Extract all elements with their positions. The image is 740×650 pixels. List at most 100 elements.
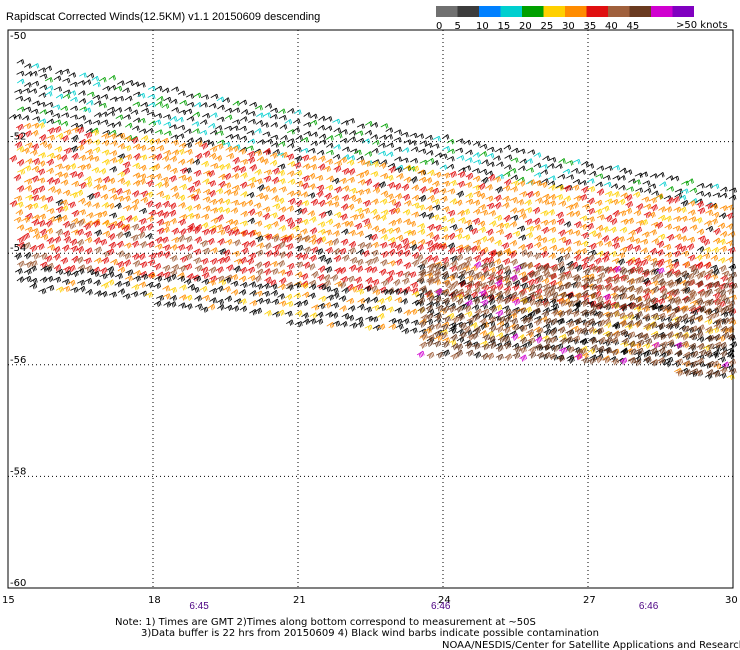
wind-barb — [704, 318, 713, 325]
wind-barb — [596, 165, 605, 171]
wind-barb — [184, 176, 193, 183]
wind-barb — [315, 318, 324, 325]
wind-barb — [53, 188, 62, 195]
wind-barb — [395, 249, 404, 257]
wind-barb — [271, 176, 280, 185]
wind-barb — [146, 174, 155, 181]
wind-barb — [519, 336, 528, 345]
wind-barb — [69, 81, 78, 88]
wind-barb — [697, 235, 706, 243]
wind-barb — [519, 158, 528, 165]
wind-barb — [495, 268, 504, 277]
wind-barb — [574, 281, 582, 289]
wind-barb — [494, 279, 503, 287]
wind-barb — [427, 194, 435, 202]
wind-barb — [163, 149, 172, 157]
wind-barb — [442, 297, 450, 305]
wind-barb — [300, 137, 309, 143]
wind-barb — [587, 197, 595, 205]
wind-barb — [200, 94, 209, 100]
wind-barb — [201, 295, 210, 302]
wind-barb — [60, 257, 69, 265]
wind-barb — [626, 217, 634, 225]
wind-barb — [570, 261, 579, 269]
wind-barb — [161, 181, 170, 188]
wind-barb — [386, 142, 394, 149]
wind-barb — [115, 220, 124, 229]
wind-barb — [53, 264, 62, 272]
wind-barb — [465, 198, 474, 205]
wind-barb — [264, 233, 273, 241]
wind-barb — [67, 201, 76, 209]
wind-barb — [419, 287, 428, 294]
wind-barb — [519, 343, 528, 350]
wind-barb — [502, 335, 510, 343]
wind-barb — [385, 174, 394, 182]
wind-barb — [255, 192, 264, 200]
wind-barb — [559, 291, 567, 299]
wind-barb — [451, 316, 460, 324]
wind-barb — [191, 121, 200, 127]
wind-barb — [402, 243, 410, 251]
wind-barb — [728, 294, 737, 301]
wind-barb — [604, 198, 613, 205]
wind-barb — [572, 179, 581, 185]
wind-barb — [340, 238, 349, 246]
wind-barb — [138, 173, 147, 180]
wind-barb — [87, 268, 95, 276]
wind-barb — [365, 276, 373, 285]
wind-barb — [309, 254, 317, 262]
wind-barb — [185, 244, 193, 252]
wind-barb — [247, 156, 256, 164]
wind-barb — [603, 181, 612, 188]
wind-barb — [449, 198, 457, 205]
wind-barb — [602, 175, 611, 181]
wind-barb — [713, 322, 722, 330]
wind-barb — [439, 329, 448, 336]
wind-barb — [292, 225, 300, 232]
wind-barb — [433, 312, 442, 319]
wind-barb — [310, 246, 319, 254]
wind-barb — [455, 253, 464, 262]
wind-barb — [370, 296, 379, 304]
wind-barb — [308, 234, 317, 241]
wind-barb — [533, 300, 542, 308]
wind-barb — [695, 331, 704, 339]
wind-barb — [294, 170, 303, 177]
wind-barb — [146, 127, 154, 134]
wind-barb — [533, 152, 542, 158]
wind-barb — [649, 247, 657, 256]
wind-barb — [650, 260, 659, 268]
wind-barb — [513, 346, 522, 354]
wind-barb — [271, 195, 279, 202]
wind-barb — [145, 191, 154, 198]
y-tick-label: -52 — [10, 132, 26, 143]
wind-barb — [315, 237, 323, 245]
wind-barb — [193, 188, 201, 195]
wind-barb — [411, 291, 420, 298]
wind-barb — [642, 315, 651, 322]
wind-barb — [45, 101, 54, 108]
wind-barb — [85, 220, 94, 227]
wind-barb — [555, 163, 563, 170]
wind-barb — [77, 209, 86, 216]
wind-barb — [495, 290, 503, 298]
wind-barb — [85, 128, 94, 134]
wind-barb — [224, 274, 233, 282]
wind-barb — [278, 206, 287, 213]
wind-barb — [532, 307, 541, 315]
wind-barb — [643, 297, 652, 305]
wind-barb — [511, 333, 519, 341]
wind-barb — [540, 250, 548, 259]
wind-barb — [46, 262, 54, 270]
wind-barb — [353, 149, 362, 156]
wind-barb — [192, 180, 201, 187]
wind-barb — [717, 356, 726, 363]
wind-barb — [324, 116, 333, 122]
wind-barb — [78, 115, 87, 121]
wind-barb — [558, 271, 567, 279]
wind-barb — [215, 130, 224, 136]
wind-barb — [46, 158, 54, 166]
colorbar-swatch — [672, 6, 694, 17]
wind-barb — [202, 188, 211, 196]
